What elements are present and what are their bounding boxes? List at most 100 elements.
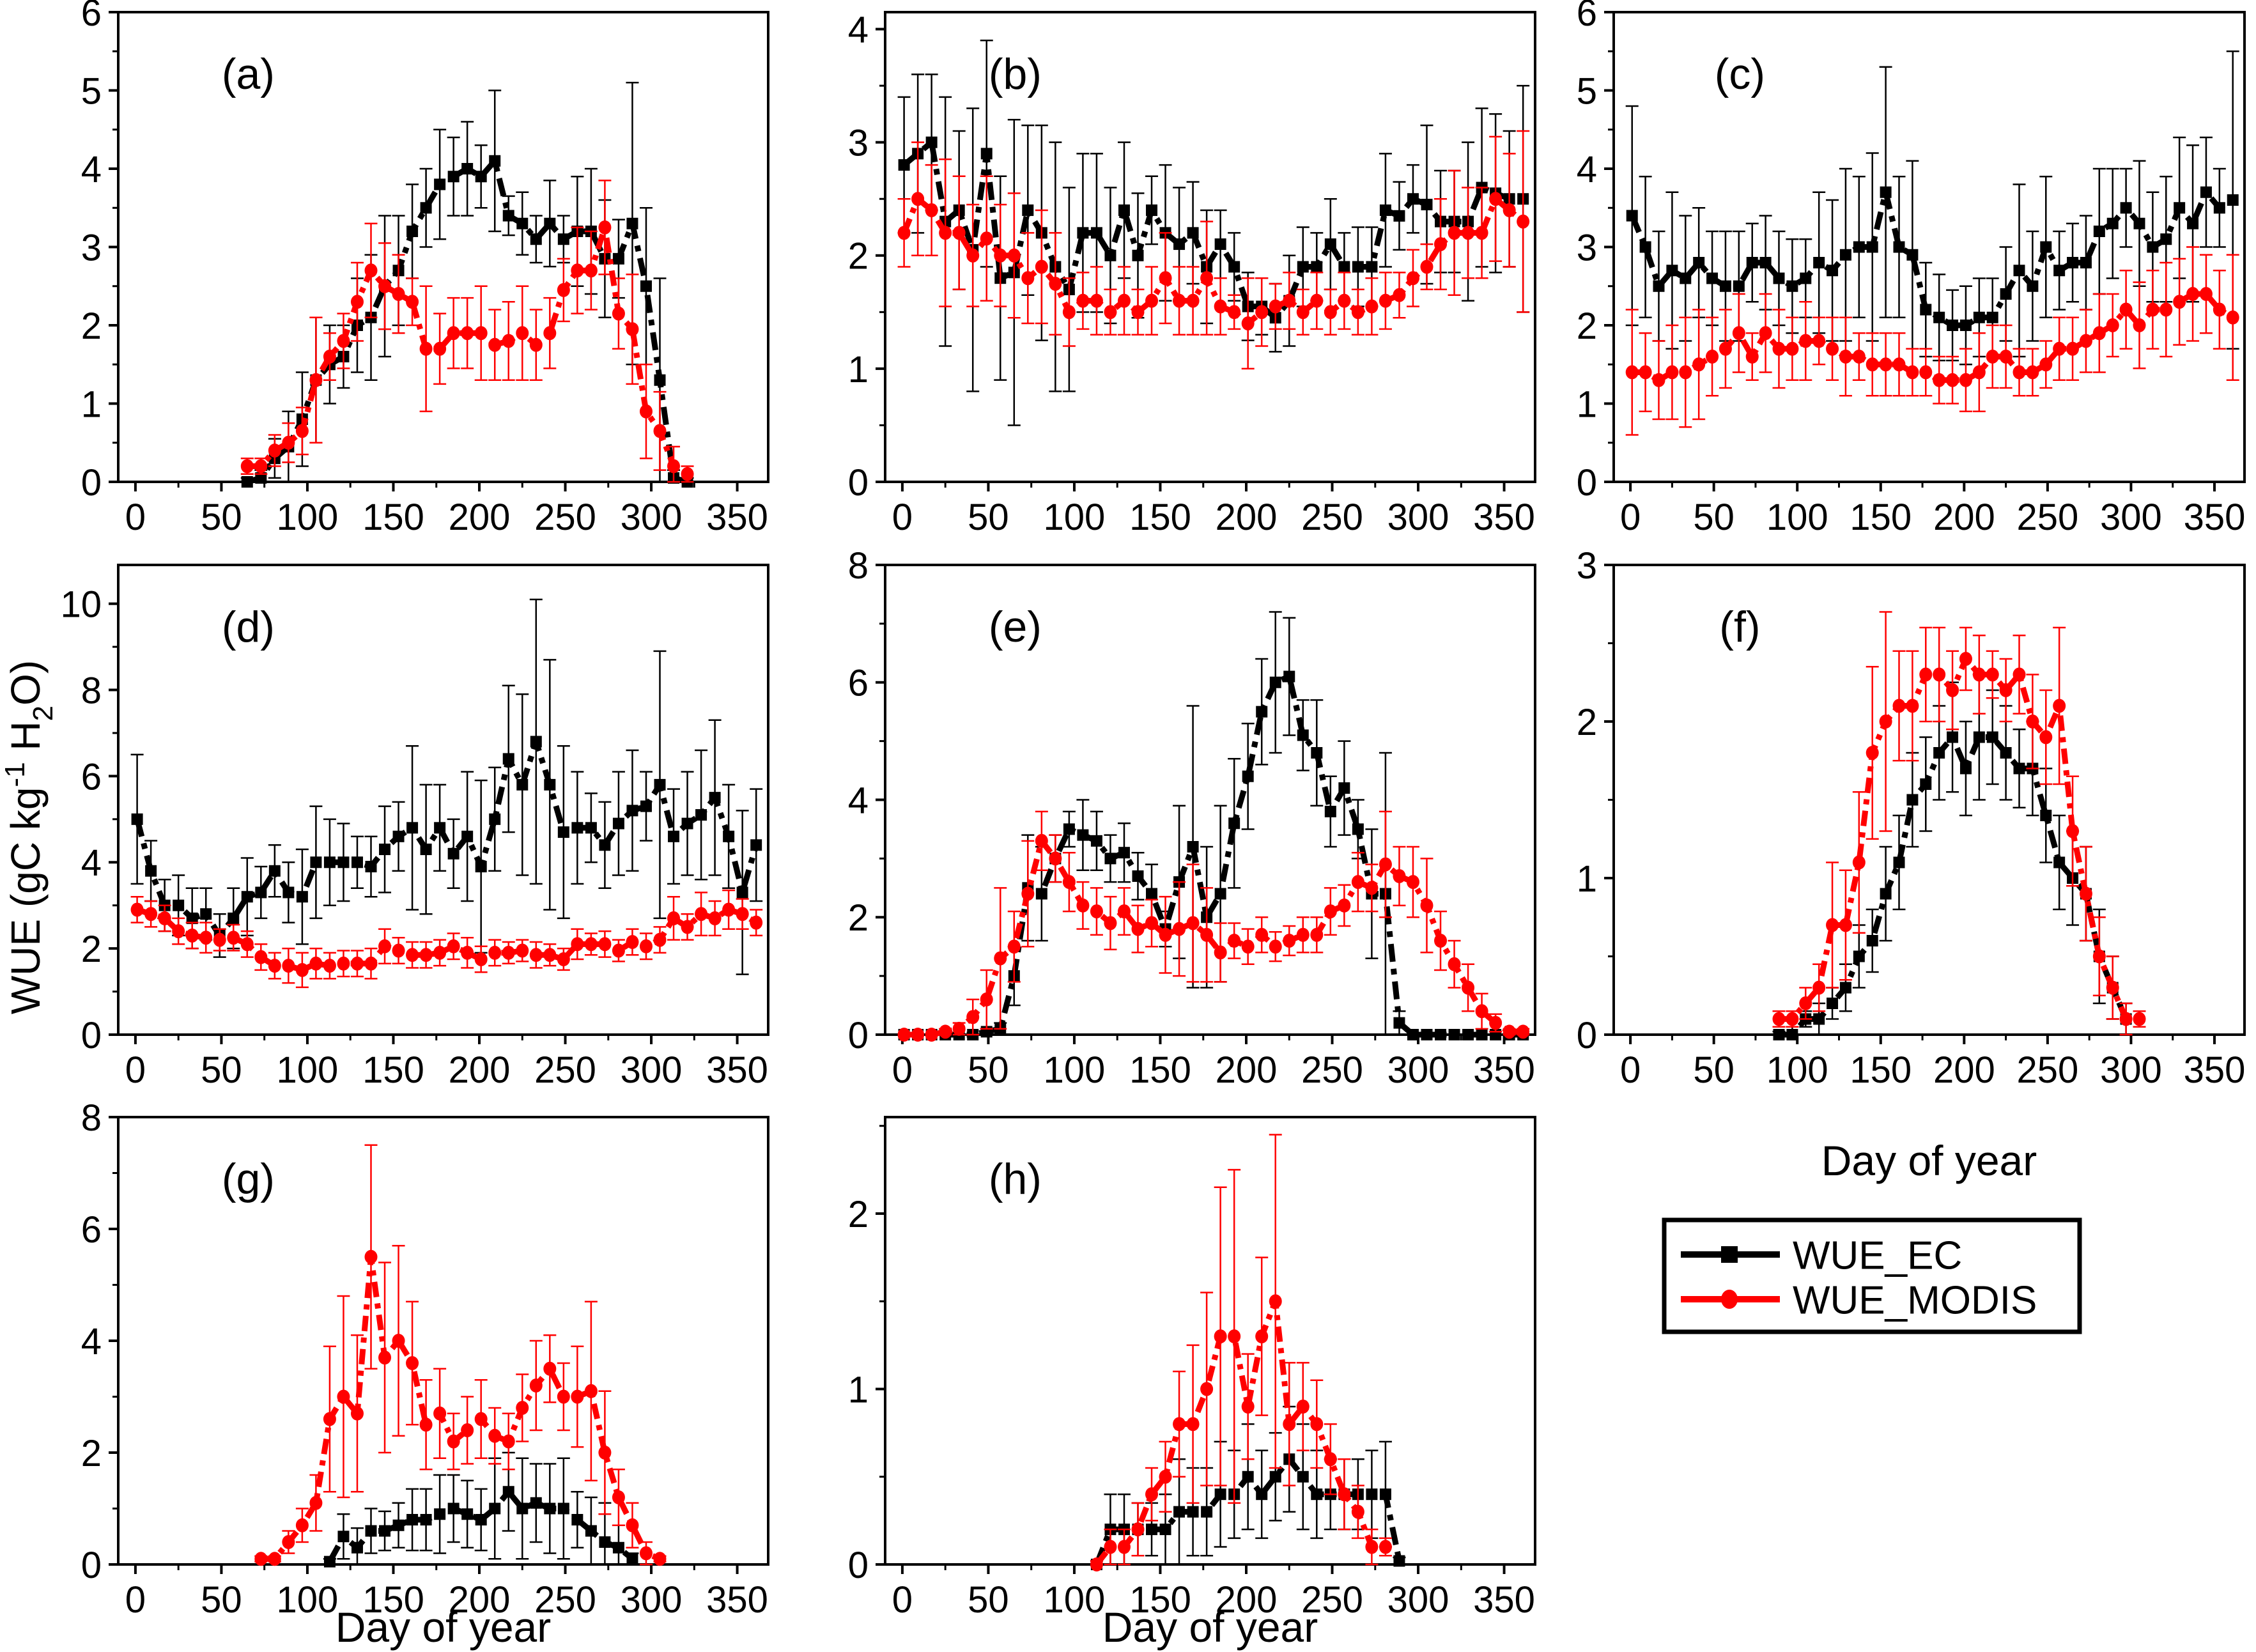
svg-text:6: 6	[81, 1209, 102, 1251]
svg-text:300: 300	[1387, 497, 1449, 538]
svg-text:150: 150	[362, 497, 424, 538]
svg-text:100: 100	[1766, 1049, 1828, 1091]
svg-text:8: 8	[848, 545, 869, 587]
svg-text:4: 4	[81, 149, 102, 190]
svg-text:150: 150	[1850, 497, 1912, 538]
svg-text:200: 200	[1933, 497, 1995, 538]
svg-text:350: 350	[1473, 1049, 1535, 1091]
svg-text:3: 3	[81, 227, 102, 268]
svg-text:250: 250	[534, 1579, 596, 1621]
svg-text:300: 300	[2100, 497, 2162, 538]
svg-text:200: 200	[449, 1049, 511, 1091]
svg-text:8: 8	[81, 1097, 102, 1139]
svg-text:0: 0	[848, 462, 869, 504]
panel-d-chart: 0 50 100 150 200 250 300 350 0 2 4 6 8 10 (d)	[60, 564, 769, 1091]
svg-text:250: 250	[2016, 497, 2078, 538]
svg-text:350: 350	[1473, 1579, 1535, 1621]
svg-text:Day of year: Day of year	[336, 1603, 551, 1651]
svg-text:350: 350	[706, 497, 768, 538]
svg-text:WUE (gC kg-1 H2O): WUE (gC kg-1 H2O)	[0, 660, 59, 1014]
svg-text:50: 50	[1693, 497, 1734, 538]
svg-text:Day of year: Day of year	[1821, 1137, 2037, 1184]
svg-text:4: 4	[81, 1321, 102, 1363]
svg-text:0: 0	[81, 462, 102, 504]
svg-text:0: 0	[848, 1545, 869, 1586]
panel-a-chart: 0 50 100 150 200 250 300 350 0 1 2 3 4 5 6 (a)	[81, 0, 769, 538]
svg-text:150: 150	[1850, 1049, 1912, 1091]
svg-text:6: 6	[848, 663, 869, 704]
svg-text:150: 150	[362, 1049, 424, 1091]
svg-text:3: 3	[848, 123, 869, 164]
svg-text:WUE_EC: WUE_EC	[1793, 1233, 1962, 1278]
svg-text:2: 2	[848, 236, 869, 277]
svg-text:(e): (e)	[989, 603, 1042, 651]
svg-text:0: 0	[81, 1545, 102, 1586]
svg-text:250: 250	[1301, 1579, 1363, 1621]
svg-text:0: 0	[848, 1015, 869, 1056]
svg-text:50: 50	[201, 497, 242, 538]
svg-text:Day of year: Day of year	[1102, 1603, 1318, 1651]
svg-text:200: 200	[1933, 1049, 1995, 1091]
svg-text:150: 150	[1129, 497, 1191, 538]
svg-text:100: 100	[1044, 497, 1106, 538]
svg-text:2: 2	[1577, 305, 1597, 347]
svg-text:150: 150	[1129, 1579, 1191, 1621]
svg-text:150: 150	[1129, 1049, 1191, 1091]
svg-text:2: 2	[81, 1433, 102, 1474]
svg-text:(h): (h)	[989, 1155, 1042, 1203]
svg-text:300: 300	[1387, 1579, 1449, 1621]
svg-text:350: 350	[1473, 497, 1535, 538]
panel-c-chart: 0 50 100 150 200 250 300 350 0 1 2 3 4 5 6 (c)	[1577, 0, 2246, 538]
y-axis-label: WUE (gC kg-1 H2O)	[0, 660, 59, 1014]
svg-text:300: 300	[621, 497, 683, 538]
svg-text:350: 350	[706, 1049, 768, 1091]
svg-text:200: 200	[1216, 497, 1278, 538]
panel-e-chart: 0 50 100 150 200 250 300 350 0 2 4 6 8 (e)	[848, 545, 1536, 1091]
svg-text:2: 2	[1577, 702, 1597, 743]
svg-text:200: 200	[449, 497, 511, 538]
svg-text:350: 350	[2184, 1049, 2246, 1091]
svg-text:4: 4	[1577, 149, 1597, 190]
panel-f-chart: 0 50 100 150 200 250 300 350 0 1 2 3 (f) Day of year	[1577, 545, 2246, 1184]
svg-text:100: 100	[277, 1049, 339, 1091]
svg-text:3: 3	[1577, 545, 1597, 587]
svg-text:50: 50	[968, 1579, 1009, 1621]
svg-text:0: 0	[81, 1015, 102, 1056]
svg-text:4: 4	[848, 780, 869, 821]
svg-text:50: 50	[201, 1049, 242, 1091]
svg-text:(a): (a)	[222, 50, 275, 98]
svg-text:6: 6	[81, 0, 102, 34]
svg-text:100: 100	[277, 497, 339, 538]
svg-text:2: 2	[81, 305, 102, 347]
svg-text:10: 10	[60, 584, 102, 626]
svg-text:200: 200	[1216, 1579, 1278, 1621]
svg-text:5: 5	[81, 70, 102, 112]
svg-text:WUE_MODIS: WUE_MODIS	[1793, 1278, 2037, 1322]
svg-text:0: 0	[1620, 497, 1641, 538]
panel-b-chart: 0 50 100 150 200 250 300 350 0 1 2 3 4 (b)	[848, 9, 1536, 538]
svg-text:0: 0	[1577, 1015, 1597, 1056]
svg-text:100: 100	[1044, 1579, 1106, 1621]
svg-text:250: 250	[534, 497, 596, 538]
svg-text:350: 350	[2184, 497, 2246, 538]
svg-text:50: 50	[968, 497, 1009, 538]
svg-text:0: 0	[125, 497, 146, 538]
svg-text:2: 2	[848, 897, 869, 939]
svg-text:0: 0	[892, 1049, 913, 1091]
svg-text:8: 8	[81, 670, 102, 711]
svg-text:50: 50	[201, 1579, 242, 1621]
svg-text:(d): (d)	[222, 603, 275, 651]
svg-text:5: 5	[1577, 70, 1597, 112]
svg-text:0: 0	[125, 1579, 146, 1621]
svg-text:1: 1	[81, 383, 102, 425]
panel-g-chart: 0 50 100 150 200 250 300 350 0 2 4 6 8 (g) Day of year	[81, 1097, 769, 1651]
svg-text:4: 4	[81, 842, 102, 884]
svg-text:2: 2	[848, 1194, 869, 1235]
panel-h-chart: 0 50 100 150 200 250 300 350 0 1 2 (h) Day of year	[848, 1116, 1536, 1651]
svg-text:300: 300	[621, 1049, 683, 1091]
svg-text:0: 0	[1620, 1049, 1641, 1091]
svg-text:3: 3	[1577, 227, 1597, 268]
svg-text:4: 4	[848, 9, 869, 50]
svg-text:100: 100	[277, 1579, 339, 1621]
